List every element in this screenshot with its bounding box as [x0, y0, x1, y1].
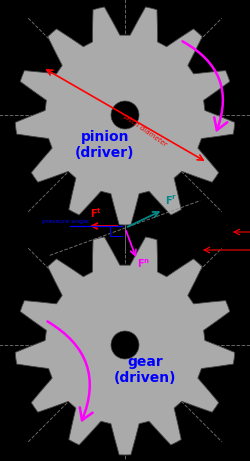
Text: pitch diameter: pitch diameter [122, 112, 168, 148]
Text: $\mathbf{F^t}$: $\mathbf{F^t}$ [90, 206, 102, 220]
Text: pinion
(driver): pinion (driver) [75, 130, 135, 160]
FancyArrowPatch shape [182, 41, 227, 130]
Text: gear
(driven): gear (driven) [114, 355, 176, 385]
Text: pressure angle: pressure angle [42, 219, 89, 224]
Ellipse shape [111, 101, 139, 129]
Text: $\mathbf{F^r}$: $\mathbf{F^r}$ [165, 194, 177, 207]
FancyArrowPatch shape [48, 321, 93, 420]
Polygon shape [15, 237, 235, 455]
Polygon shape [15, 7, 235, 225]
Ellipse shape [111, 331, 139, 359]
Text: $\mathbf{F^n}$: $\mathbf{F^n}$ [137, 258, 150, 270]
